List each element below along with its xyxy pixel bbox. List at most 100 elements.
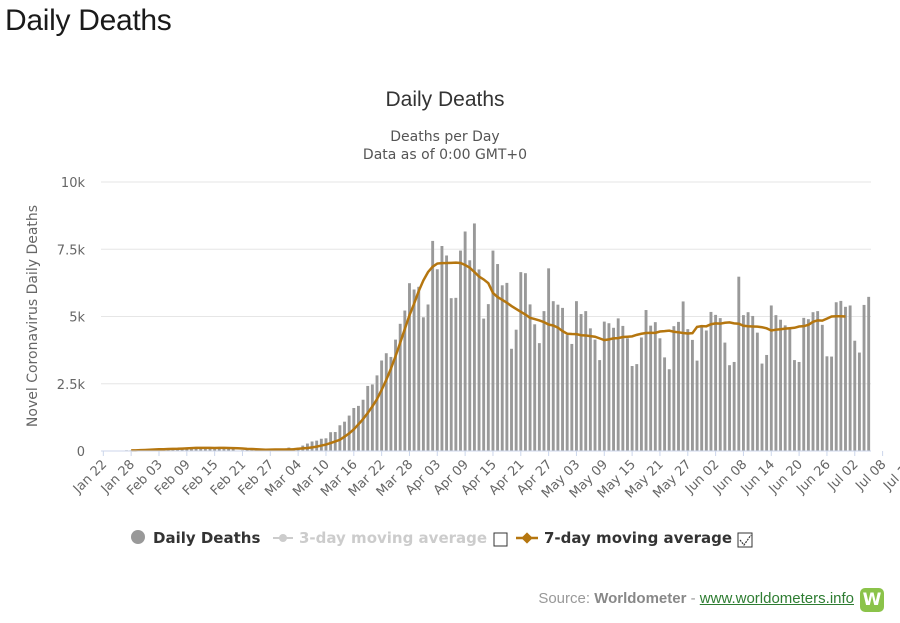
bar[interactable] [435, 269, 439, 451]
bar[interactable] [728, 365, 731, 451]
bar[interactable] [616, 318, 620, 451]
legend-item-7day-average[interactable]: 7-day moving average [516, 529, 732, 547]
bar[interactable] [681, 301, 685, 451]
bar[interactable] [570, 343, 574, 451]
bar[interactable] [445, 255, 449, 451]
bar[interactable] [426, 304, 430, 451]
bar[interactable] [816, 311, 820, 451]
bar[interactable] [742, 315, 745, 451]
bar[interactable] [658, 338, 662, 451]
bar[interactable] [482, 318, 486, 451]
bar[interactable] [366, 385, 370, 451]
bar[interactable] [834, 302, 838, 451]
bar[interactable] [695, 360, 699, 451]
bar[interactable] [486, 304, 490, 451]
bar[interactable] [588, 328, 592, 451]
bar[interactable] [408, 283, 411, 451]
bar[interactable] [737, 276, 741, 451]
checkbox-3day[interactable] [493, 532, 508, 547]
bar[interactable] [612, 327, 615, 451]
checkbox-7day[interactable] [737, 532, 753, 548]
bar[interactable] [598, 360, 602, 451]
bar[interactable] [459, 250, 462, 451]
bar[interactable] [361, 399, 365, 451]
bar[interactable] [227, 448, 230, 451]
bar[interactable] [820, 324, 824, 451]
bar[interactable] [431, 240, 435, 451]
bar[interactable] [690, 339, 694, 451]
bar[interactable] [769, 305, 773, 451]
bar[interactable] [844, 306, 847, 451]
bar[interactable] [602, 321, 606, 451]
bar[interactable] [639, 337, 643, 451]
bar[interactable] [677, 321, 680, 451]
bar[interactable] [714, 314, 718, 451]
bar[interactable] [575, 301, 578, 451]
bar[interactable] [213, 448, 217, 451]
bar[interactable] [765, 354, 769, 451]
bar[interactable] [380, 360, 384, 451]
bar[interactable] [732, 361, 736, 451]
bar[interactable] [718, 318, 722, 451]
bar[interactable] [514, 329, 518, 451]
bar[interactable] [584, 311, 588, 451]
bar[interactable] [630, 366, 634, 451]
bar[interactable] [635, 364, 639, 451]
bar[interactable] [723, 342, 727, 451]
bar[interactable] [565, 335, 569, 451]
bar[interactable] [491, 250, 495, 451]
bar[interactable] [700, 325, 704, 451]
bar[interactable] [774, 315, 778, 451]
bar[interactable] [760, 363, 764, 451]
bar[interactable] [672, 326, 676, 451]
bar[interactable] [510, 348, 513, 451]
bar[interactable] [788, 327, 792, 451]
bar[interactable] [463, 231, 467, 452]
bar[interactable] [793, 360, 796, 451]
bar[interactable] [783, 325, 787, 451]
bar[interactable] [561, 307, 564, 451]
source-link[interactable]: www.worldometers.info [699, 590, 854, 607]
legend-item-daily-deaths[interactable]: Daily Deaths [131, 529, 260, 547]
bar[interactable] [398, 323, 402, 451]
bar[interactable] [802, 317, 806, 451]
bar[interactable] [519, 272, 523, 451]
bar[interactable] [663, 357, 667, 451]
bar[interactable] [653, 322, 657, 451]
bar[interactable] [389, 356, 393, 451]
bar[interactable] [649, 325, 653, 451]
bar[interactable] [468, 260, 472, 451]
bar[interactable] [185, 448, 189, 451]
bar[interactable] [830, 356, 834, 451]
bar[interactable] [848, 305, 852, 451]
bar[interactable] [621, 325, 625, 451]
bar[interactable] [394, 339, 397, 451]
bar[interactable] [607, 323, 611, 451]
bar[interactable] [523, 273, 527, 451]
bar[interactable] [667, 369, 671, 451]
worldometer-logo[interactable]: W [860, 588, 884, 612]
bar[interactable] [537, 343, 541, 451]
bar[interactable] [231, 448, 235, 451]
bar[interactable] [412, 289, 416, 451]
bar[interactable] [449, 298, 453, 451]
bar[interactable] [644, 310, 648, 451]
bar[interactable] [704, 330, 708, 451]
bar[interactable] [751, 315, 755, 451]
bar[interactable] [811, 312, 815, 451]
bar[interactable] [417, 286, 421, 451]
legend-item-3day-average[interactable]: 3-day moving average [273, 529, 487, 547]
bar[interactable] [779, 319, 782, 451]
bar[interactable] [496, 264, 500, 451]
bar[interactable] [867, 296, 871, 451]
bar[interactable] [839, 300, 843, 451]
bar[interactable] [797, 361, 801, 451]
bar[interactable] [626, 338, 629, 451]
bar[interactable] [857, 352, 861, 451]
bar[interactable] [533, 324, 537, 451]
bar[interactable] [370, 384, 374, 451]
bar[interactable] [547, 268, 551, 451]
bar[interactable] [421, 317, 425, 451]
bar[interactable] [755, 332, 759, 451]
bar[interactable] [746, 312, 750, 451]
